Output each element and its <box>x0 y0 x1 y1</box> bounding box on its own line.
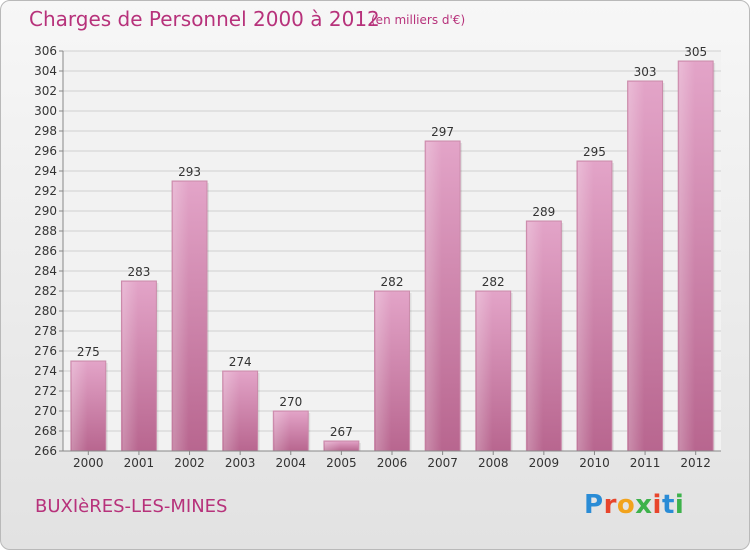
data-label-2001: 283 <box>127 265 150 279</box>
x-tick-label-2001: 2001 <box>124 456 155 470</box>
bar-highlight <box>274 412 291 451</box>
logo-letter: t <box>661 490 675 520</box>
bar-highlight <box>426 142 442 451</box>
y-tick-label: 270 <box>34 404 57 418</box>
y-tick-label: 298 <box>34 124 57 138</box>
x-tick-label-2005: 2005 <box>326 456 357 470</box>
bar-highlight <box>71 362 88 451</box>
data-label-2009: 289 <box>532 205 555 219</box>
x-tick-label-2002: 2002 <box>174 456 205 470</box>
logo-letter: o <box>616 490 636 520</box>
y-tick-label: 294 <box>34 164 57 178</box>
bar-highlight <box>173 182 189 451</box>
logo-letter: i <box>652 490 662 520</box>
y-tick-label: 276 <box>34 344 57 358</box>
x-tick-label-2006: 2006 <box>377 456 408 470</box>
data-label-2012: 305 <box>684 45 707 59</box>
x-tick-label-2012: 2012 <box>680 456 711 470</box>
chart-title: Charges de Personnel 2000 à 2012 <box>29 7 380 31</box>
bar-highlight <box>577 162 594 451</box>
bar-highlight <box>476 292 493 451</box>
y-tick-label: 290 <box>34 204 57 218</box>
x-tick-label-2010: 2010 <box>579 456 610 470</box>
data-label-2008: 282 <box>482 275 505 289</box>
y-tick-label: 266 <box>34 444 57 458</box>
logo-letter: x <box>635 490 653 520</box>
data-label-2011: 303 <box>634 65 657 79</box>
y-tick-label: 300 <box>34 104 57 118</box>
bar-highlight <box>375 292 392 451</box>
x-tick-label-2007: 2007 <box>427 456 458 470</box>
x-tick-label-2011: 2011 <box>630 456 661 470</box>
bar-highlight <box>324 442 341 451</box>
chart-subtitle: (en milliers d'€) <box>371 13 466 27</box>
x-tick-label-2003: 2003 <box>225 456 256 470</box>
commune-name: BUXIèRES-LES-MINES <box>35 496 228 517</box>
data-label-2010: 295 <box>583 145 606 159</box>
y-tick-label: 284 <box>34 264 57 278</box>
proxiti-logo[interactable]: Proxiti <box>584 490 684 520</box>
x-tick-label-2000: 2000 <box>73 456 104 470</box>
bar-highlight <box>223 372 240 451</box>
y-tick-label: 296 <box>34 144 57 158</box>
y-tick-label: 288 <box>34 224 57 238</box>
y-tick-label: 278 <box>34 324 57 338</box>
data-label-2002: 293 <box>178 165 201 179</box>
bar-highlight <box>679 62 695 451</box>
y-tick-label: 272 <box>34 384 57 398</box>
data-label-2004: 270 <box>279 395 302 409</box>
y-tick-label: 268 <box>34 424 57 438</box>
x-tick-label-2008: 2008 <box>478 456 509 470</box>
y-tick-label: 306 <box>34 44 57 58</box>
logo-letter: P <box>584 490 604 520</box>
data-label-2003: 274 <box>229 355 252 369</box>
bar-highlight <box>527 222 544 451</box>
y-tick-label: 304 <box>34 64 57 78</box>
bar-highlight <box>628 82 645 451</box>
data-label-2000: 275 <box>77 345 100 359</box>
y-tick-label: 274 <box>34 364 57 378</box>
x-tick-label-2004: 2004 <box>275 456 306 470</box>
y-tick-label: 280 <box>34 304 57 318</box>
y-tick-label: 292 <box>34 184 57 198</box>
logo-letter: r <box>603 490 617 520</box>
data-label-2006: 282 <box>381 275 404 289</box>
y-tick-label: 282 <box>34 284 57 298</box>
y-tick-label: 302 <box>34 84 57 98</box>
y-tick-label: 286 <box>34 244 57 258</box>
data-label-2007: 297 <box>431 125 454 139</box>
data-label-2005: 267 <box>330 425 353 439</box>
x-tick-label-2009: 2009 <box>529 456 560 470</box>
bar-highlight <box>122 282 139 451</box>
logo-letter: i <box>674 490 685 520</box>
